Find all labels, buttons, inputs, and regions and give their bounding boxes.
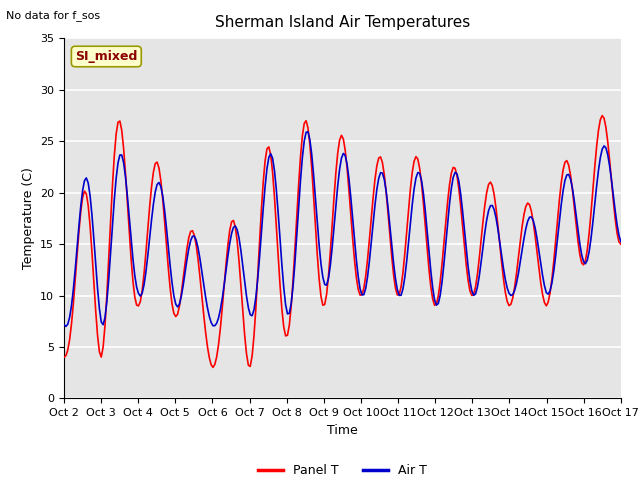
Y-axis label: Temperature (C): Temperature (C) <box>22 168 35 269</box>
X-axis label: Time: Time <box>327 424 358 437</box>
Legend: Panel T, Air T: Panel T, Air T <box>253 459 432 480</box>
Text: SI_mixed: SI_mixed <box>75 50 138 63</box>
Title: Sherman Island Air Temperatures: Sherman Island Air Temperatures <box>215 15 470 30</box>
Text: No data for f_sos: No data for f_sos <box>6 10 100 21</box>
